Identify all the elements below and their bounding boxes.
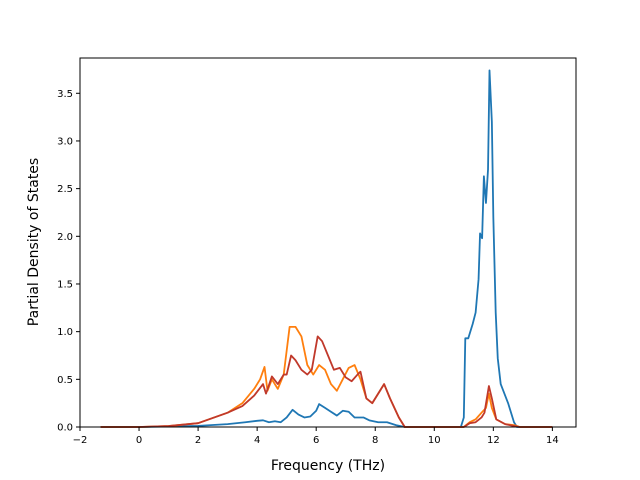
- series-line-0: [100, 69, 553, 428]
- y-tick-label: 1.5: [57, 279, 73, 290]
- y-tick-label: 2.0: [57, 232, 73, 243]
- y-axis-ticks: 0.0 0.5 1.0 1.5 2.0 2.5 3.0 3.5: [57, 89, 80, 434]
- x-tick-label: −2: [73, 435, 88, 446]
- x-tick-label: 4: [254, 435, 260, 446]
- y-tick-label: 3.0: [57, 136, 73, 147]
- y-tick-label: 3.5: [57, 89, 73, 100]
- x-tick-label: 8: [372, 435, 378, 446]
- plot-lines: [100, 69, 553, 428]
- y-tick-label: 0.0: [57, 423, 73, 434]
- x-tick-label: 14: [546, 435, 559, 446]
- x-tick-label: 6: [313, 435, 319, 446]
- y-tick-label: 2.5: [57, 184, 73, 195]
- plot-frame: [79, 57, 577, 428]
- x-axis-label: Frequency (THz): [271, 458, 385, 474]
- x-axis-ticks: −2 0 2 4 6 8 10 12 14: [73, 427, 559, 446]
- x-tick-label: 12: [487, 435, 500, 446]
- series-line-2: [100, 335, 553, 428]
- y-axis-label: Partial Density of States: [26, 158, 42, 326]
- y-tick-label: 1.0: [57, 327, 73, 338]
- x-tick-label: 0: [136, 435, 142, 446]
- y-tick-label: 0.5: [57, 375, 73, 386]
- x-tick-label: 10: [428, 435, 441, 446]
- x-tick-label: 2: [195, 435, 201, 446]
